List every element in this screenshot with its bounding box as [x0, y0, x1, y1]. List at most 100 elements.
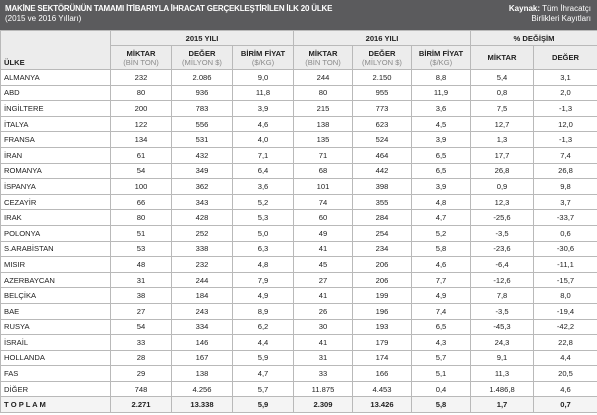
- value-cell: 27: [293, 271, 353, 289]
- data-table: ÜLKE 2015 YILI 2016 YILI % DEĞİŞİM MİKTA…: [0, 30, 597, 414]
- value-cell: 1,3: [470, 131, 534, 148]
- table-row: BAE 27 243 8,9 26 196 7,4 -3,5 -19,4: [0, 302, 597, 320]
- value-cell: -1,3: [533, 131, 597, 148]
- value-cell: -3,5: [470, 224, 534, 242]
- country-cell: CEZAYİR: [0, 193, 111, 211]
- country-cell: BELÇİKA: [0, 287, 111, 304]
- value-cell: 232: [110, 69, 172, 86]
- column-header: BİRİM FİYAT ($/KG): [411, 45, 471, 70]
- header-bar: MAKİNE SEKTÖRÜNÜN TAMAMI İTİBARIYLA İHRA…: [0, 0, 597, 30]
- table-row: İTALYA 122 556 4,6 138 623 4,5 12,7 12,0: [0, 115, 597, 133]
- column-header: DEĞER (MİLYON $): [171, 45, 233, 70]
- table-row: İNGİLTERE 200 783 3,9 215 773 3,6 7,5 -1,3: [0, 100, 597, 117]
- value-cell: 8,9: [232, 302, 294, 320]
- table-row: İSPANYA 100 362 3,6 101 398 3,9 0,9 9,8: [0, 178, 597, 195]
- value-cell: 5,1: [411, 365, 471, 382]
- value-cell: 80: [293, 84, 353, 102]
- value-cell: 6,3: [232, 240, 294, 258]
- value-cell: 343: [171, 193, 233, 211]
- column-header: MİKTAR: [470, 45, 534, 70]
- value-cell: 783: [171, 100, 233, 117]
- value-cell: 7,1: [232, 146, 294, 164]
- value-cell: 49: [293, 224, 353, 242]
- value-cell: 33: [110, 334, 172, 351]
- source-line: Tüm İhracatçı: [542, 4, 591, 13]
- value-cell: 936: [171, 84, 233, 102]
- country-cell: ABD: [0, 84, 111, 102]
- value-cell: 135: [293, 131, 353, 148]
- value-cell: 206: [352, 271, 412, 289]
- value-cell: 3,6: [232, 178, 294, 195]
- value-cell: 4,6: [533, 380, 597, 398]
- country-cell: IRAK: [0, 209, 111, 226]
- value-cell: 244: [293, 69, 353, 86]
- country-cell: İRAN: [0, 146, 111, 164]
- value-cell: 5,7: [232, 380, 294, 398]
- table-row: POLONYA 51 252 5,0 49 254 5,2 -3,5 0,6: [0, 224, 597, 242]
- table-row: CEZAYİR 66 343 5,2 74 355 4,8 12,3 3,7: [0, 193, 597, 211]
- table-row: FRANSA 134 531 4,0 135 524 3,9 1,3 -1,3: [0, 131, 597, 148]
- value-cell: 243: [171, 302, 233, 320]
- value-cell: 232: [171, 256, 233, 273]
- value-cell: 623: [352, 115, 412, 133]
- value-cell: 68: [293, 162, 353, 180]
- value-cell: 362: [171, 178, 233, 195]
- column-name: MİKTAR: [487, 53, 517, 62]
- value-cell: 184: [171, 287, 233, 304]
- value-cell: 80: [110, 209, 172, 226]
- value-cell: 4,8: [232, 256, 294, 273]
- table-row: MISIR 48 232 4,8 45 206 4,6 -6,4 -11,1: [0, 256, 597, 273]
- value-cell: 33: [293, 365, 353, 382]
- country-cell: BAE: [0, 302, 111, 320]
- value-cell: 748: [110, 380, 172, 398]
- value-cell: -42,2: [533, 318, 597, 336]
- value-cell: 556: [171, 115, 233, 133]
- value-cell: 138: [293, 115, 353, 133]
- group-header: 2016 YILI: [293, 30, 471, 46]
- value-cell: 349: [171, 162, 233, 180]
- value-cell: 5,0: [232, 224, 294, 242]
- value-cell: 4,9: [232, 287, 294, 304]
- source: Kaynak: Tüm İhracatçı Birlikleri Kayıtla…: [509, 4, 591, 24]
- value-cell: 60: [293, 209, 353, 226]
- value-cell: 3,7: [533, 193, 597, 211]
- value-cell: 74: [293, 193, 353, 211]
- table-row: ALMANYA 232 2.086 9,0 244 2.150 8,8 5,4 3,1: [0, 69, 597, 86]
- country-cell: ROMANYA: [0, 162, 111, 180]
- value-cell: 71: [293, 146, 353, 164]
- value-cell: 2.086: [171, 69, 233, 86]
- value-cell: 54: [110, 318, 172, 336]
- table-row: BELÇİKA 38 184 4,9 41 199 4,9 7,8 8,0: [0, 287, 597, 304]
- table-row: IRAK 80 428 5,3 60 284 4,7 -25,6 -33,7: [0, 209, 597, 226]
- value-cell: 338: [171, 240, 233, 258]
- value-cell: 432: [171, 146, 233, 164]
- value-cell: -3,5: [470, 302, 534, 320]
- value-cell: 66: [110, 193, 172, 211]
- value-cell: 9,8: [533, 178, 597, 195]
- value-cell: 5,4: [470, 69, 534, 86]
- country-cell: İTALYA: [0, 115, 111, 133]
- column-header: DEĞER: [533, 45, 597, 70]
- value-cell: 464: [352, 146, 412, 164]
- subtitle: (2015 ve 2016 Yılları): [5, 14, 82, 23]
- table-row: ROMANYA 54 349 6,4 68 442 6,5 26,8 26,8: [0, 162, 597, 180]
- value-cell: 8,8: [411, 69, 471, 86]
- value-cell: 3,9: [411, 131, 471, 148]
- value-cell: 11,8: [232, 84, 294, 102]
- value-cell: 7,9: [232, 271, 294, 289]
- value-cell: 442: [352, 162, 412, 180]
- value-cell: 196: [352, 302, 412, 320]
- value-cell: -33,7: [533, 209, 597, 226]
- table-row: İRAN 61 432 7,1 71 464 6,5 17,7 7,4: [0, 146, 597, 164]
- value-cell: 955: [352, 84, 412, 102]
- column-unit: (BİN TON): [123, 57, 159, 67]
- total-cell: 1,7: [470, 396, 534, 414]
- total-cell: 0,7: [533, 396, 597, 414]
- value-cell: 5,3: [232, 209, 294, 226]
- column-name: BİRİM FİYAT: [418, 48, 464, 58]
- value-cell: 8,0: [533, 287, 597, 304]
- value-cell: 3,6: [411, 100, 471, 117]
- total-row: T O P L A M 2.271 13.338 5,9 2.309 13.426 5,8 1…: [0, 396, 597, 414]
- value-cell: 6,2: [232, 318, 294, 336]
- value-cell: -6,4: [470, 256, 534, 273]
